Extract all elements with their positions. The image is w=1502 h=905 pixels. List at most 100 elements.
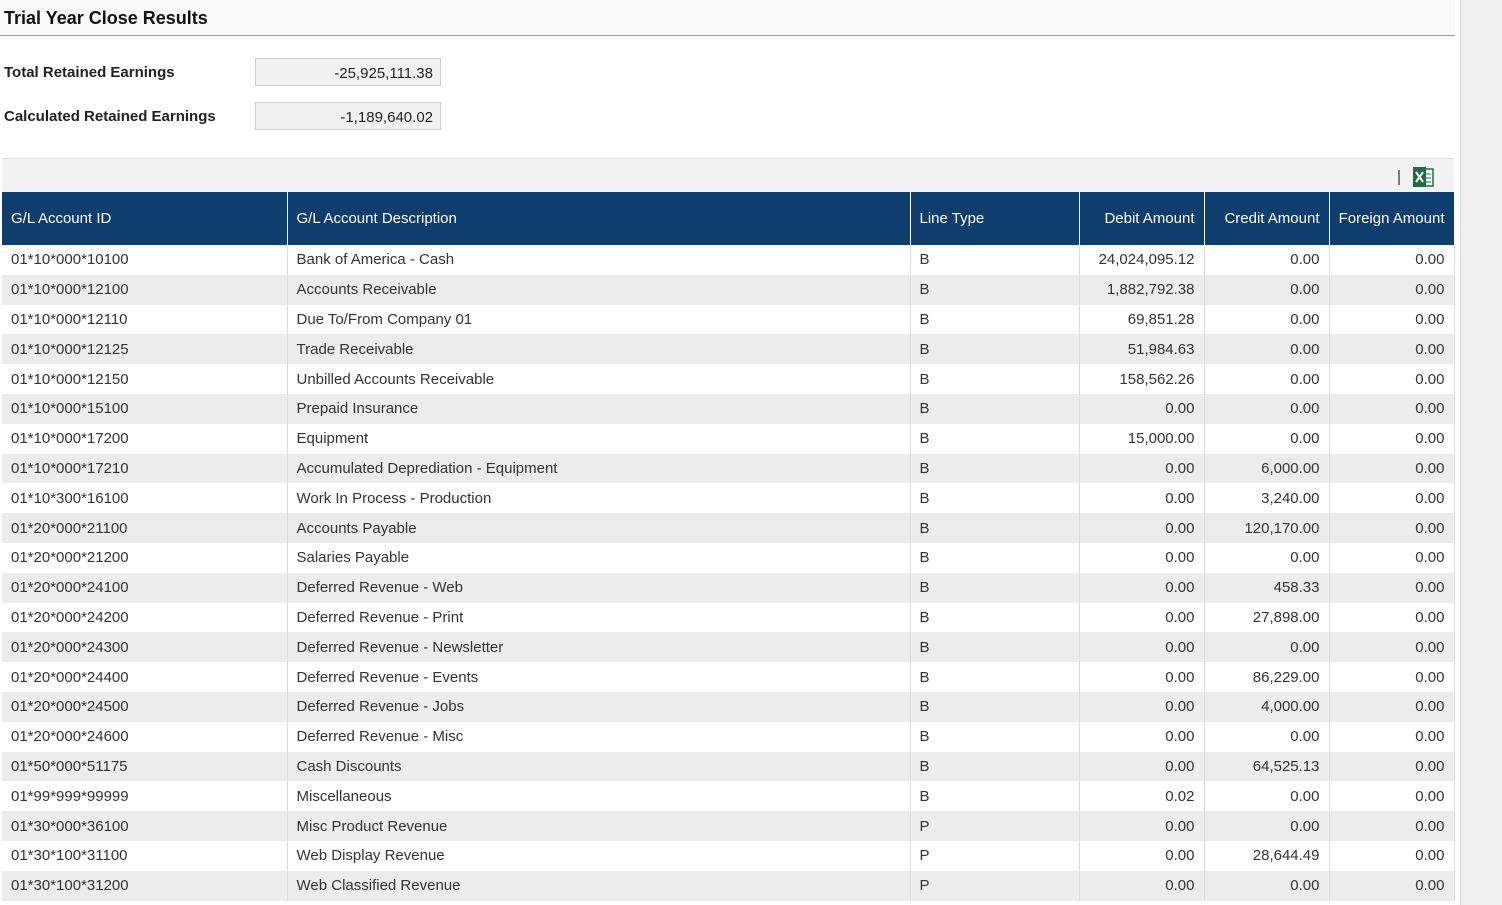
table-row: 01*10*000*12110 Due To/From Company 01 B 69…: [2, 304, 1455, 335]
table-row: 01*10*000*12125 Trade Receivable B 51,984.6…: [2, 334, 1455, 365]
table-cell: 0.00: [1329, 364, 1455, 394]
table-cell: 0.00: [1329, 811, 1455, 841]
column-header: G/L Account Description: [287, 192, 911, 245]
table-cell: 01*10*000*17200: [2, 423, 288, 454]
table-cell: Deferred Revenue - Events: [287, 662, 911, 692]
table-cell: B: [910, 751, 1080, 782]
table-cell: 0.00: [1329, 751, 1455, 782]
table-cell: B: [910, 513, 1080, 543]
table-row: 01*50*000*51175 Cash Discounts B 0.00 64,525…: [2, 751, 1455, 782]
table-cell: B: [910, 572, 1080, 603]
table-cell: P: [910, 840, 1080, 871]
column-header: Credit Amount: [1204, 192, 1330, 245]
table-cell: 0.00: [1329, 870, 1455, 901]
table-row: 01*10*000*10100 Bank of America - Cash B 24…: [2, 245, 1455, 275]
table-row: 01*10*000*17200 Equipment B 15,000.00 0.00 0.…: [2, 423, 1455, 454]
table-cell: 64,525.13: [1204, 751, 1330, 782]
table-cell: Web Classified Revenue: [287, 870, 911, 901]
table-cell: 0.00: [1079, 632, 1205, 663]
table-cell: 0.00: [1204, 393, 1330, 424]
table-cell: 0.00: [1329, 513, 1455, 543]
table-cell: Deferred Revenue - Web: [287, 572, 911, 603]
table-cell: 24,024,095.12: [1079, 245, 1205, 275]
table-cell: Misc Product Revenue: [287, 811, 911, 841]
table-cell: Web Display Revenue: [287, 840, 911, 871]
results-table: G/L Account ID G/L Account Description Lin…: [2, 192, 1455, 901]
table-cell: 0.00: [1079, 840, 1205, 871]
table-cell: 0.00: [1204, 811, 1330, 841]
table-cell: 01*10*000*12110: [2, 304, 288, 335]
table-cell: 01*30*100*31200: [2, 870, 288, 901]
table-cell: 0.00: [1329, 393, 1455, 424]
table-cell: 0.00: [1079, 751, 1205, 782]
field-value: -25,925,111.38: [255, 58, 441, 86]
table-cell: 0.00: [1079, 513, 1205, 543]
scrollbar[interactable]: [1460, 0, 1502, 905]
table-cell: 01*50*000*51175: [2, 751, 288, 782]
table-cell: B: [910, 453, 1080, 484]
excel-export-icon[interactable]: [1413, 167, 1434, 187]
column-header: G/L Account ID: [2, 192, 288, 245]
field-value: -1,189,640.02: [255, 102, 441, 130]
table-cell: Salaries Payable: [287, 542, 911, 573]
table-cell: 3,240.00: [1204, 483, 1330, 514]
table-cell: 01*10*000*10100: [2, 245, 288, 275]
table-cell: B: [910, 781, 1080, 812]
table-cell: B: [910, 393, 1080, 424]
table-cell: Equipment: [287, 423, 911, 454]
table-cell: 6,000.00: [1204, 453, 1330, 484]
table-cell: 01*20*000*24500: [2, 691, 288, 722]
table-cell: 0.00: [1204, 304, 1330, 335]
table-row: 01*20*000*24400 Deferred Revenue - Events…: [2, 662, 1455, 692]
table-cell: 0.00: [1204, 542, 1330, 573]
table-cell: 0.00: [1079, 721, 1205, 752]
table-body: 01*10*000*10100 Bank of America - Cash B 24…: [2, 245, 1455, 901]
table-row: 01*30*100*31100 Web Display Revenue P 0.00 2…: [2, 840, 1455, 871]
table-cell: Accumulated Deprediation - Equipment: [287, 453, 911, 484]
table-cell: B: [910, 364, 1080, 394]
table-cell: B: [910, 274, 1080, 305]
table-cell: 01*20*000*24600: [2, 721, 288, 752]
table-row: 01*10*000*17210 Accumulated Deprediation …: [2, 453, 1455, 484]
table-row: 01*10*000*15100 Prepaid Insurance B 0.00 0.0…: [2, 393, 1455, 424]
table-cell: B: [910, 483, 1080, 514]
table-cell: 01*99*999*99999: [2, 781, 288, 812]
table-cell: 0.00: [1079, 811, 1205, 841]
table-cell: 0.00: [1204, 334, 1330, 365]
table-cell: 51,984.63: [1079, 334, 1205, 365]
table-cell: 69,851.28: [1079, 304, 1205, 335]
table-cell: 0.00: [1329, 840, 1455, 871]
table-cell: 0.00: [1329, 453, 1455, 484]
table-cell: 0.00: [1204, 245, 1330, 275]
table-cell: Deferred Revenue - Jobs: [287, 691, 911, 722]
table-cell: 01*10*000*12150: [2, 364, 288, 394]
table-row: 01*99*999*99999 Miscellaneous B 0.02 0.00 0.0…: [2, 781, 1455, 812]
table-cell: 0.00: [1204, 721, 1330, 752]
table-cell: 0.00: [1329, 423, 1455, 454]
table-cell: P: [910, 811, 1080, 841]
table-cell: Deferred Revenue - Print: [287, 602, 911, 633]
table-row: 01*20*000*24100 Deferred Revenue - Web B 0.…: [2, 572, 1455, 603]
table-cell: Cash Discounts: [287, 751, 911, 782]
table-cell: Due To/From Company 01: [287, 304, 911, 335]
table-cell: Trade Receivable: [287, 334, 911, 365]
table-cell: 0.00: [1329, 632, 1455, 663]
table-cell: Prepaid Insurance: [287, 393, 911, 424]
table-cell: 01*20*000*21200: [2, 542, 288, 573]
table-row: 01*20*000*24300 Deferred Revenue - Newsle…: [2, 632, 1455, 663]
table-cell: Deferred Revenue - Misc: [287, 721, 911, 752]
table-cell: B: [910, 334, 1080, 365]
table-cell: B: [910, 245, 1080, 275]
table-cell: B: [910, 721, 1080, 752]
table-cell: 28,644.49: [1204, 840, 1330, 871]
table-cell: 01*30*000*36100: [2, 811, 288, 841]
table-cell: 0.02: [1079, 781, 1205, 812]
table-cell: 1,882,792.38: [1079, 274, 1205, 305]
table-cell: 0.00: [1329, 691, 1455, 722]
field-label: Total Retained Earnings: [4, 64, 175, 81]
table-cell: B: [910, 602, 1080, 633]
table-row: 01*10*300*16100 Work In Process - Product…: [2, 483, 1455, 514]
table-cell: 0.00: [1079, 870, 1205, 901]
